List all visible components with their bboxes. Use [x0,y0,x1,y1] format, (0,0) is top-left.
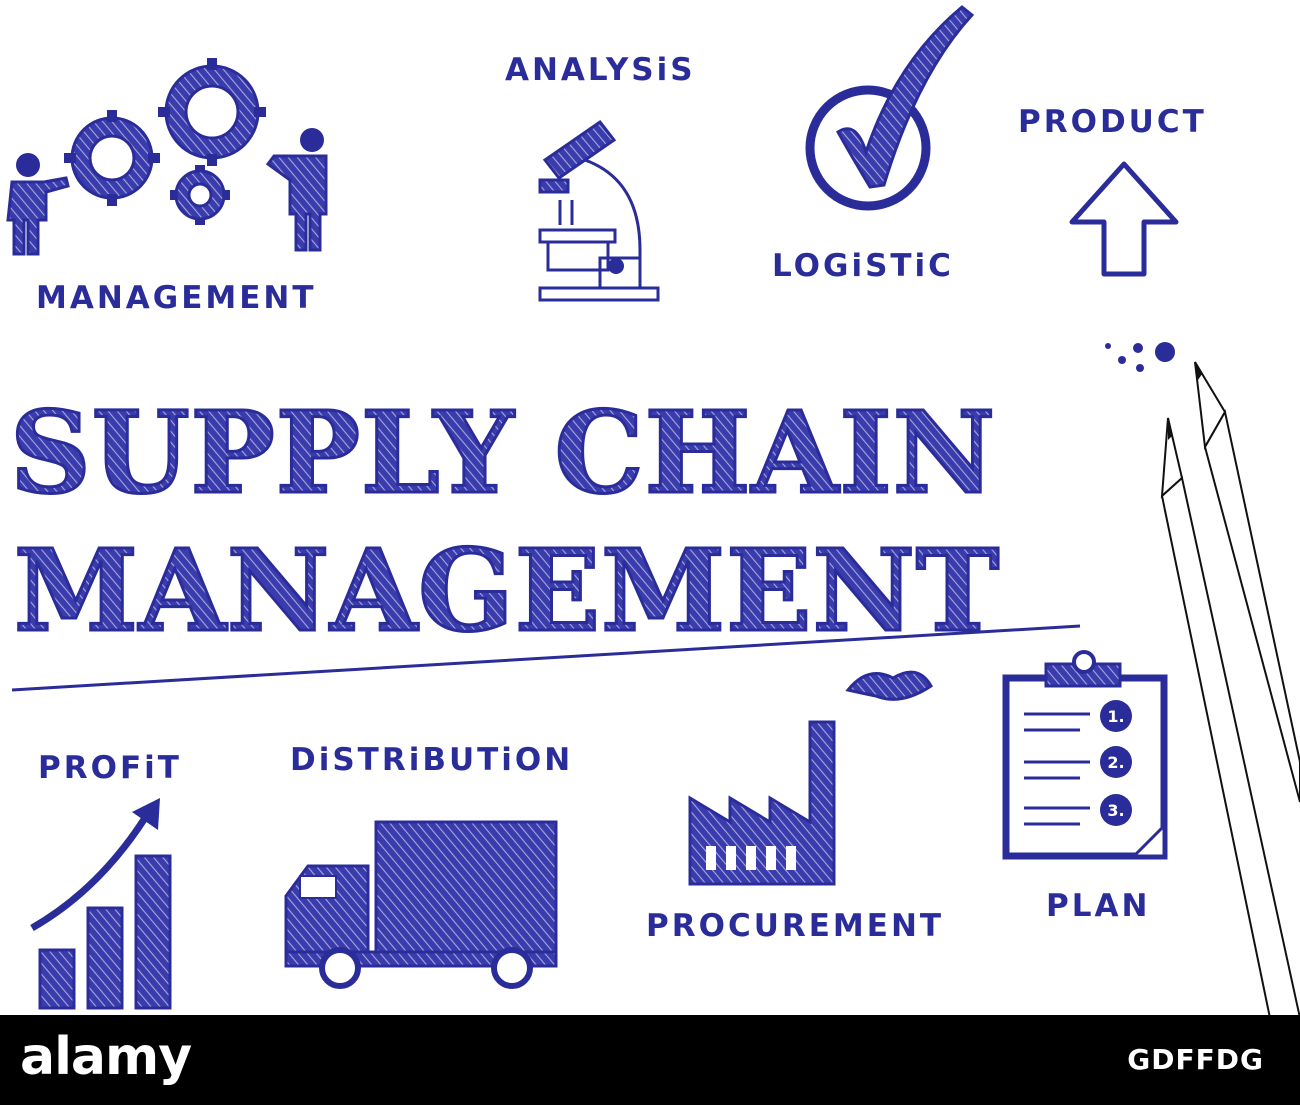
label-plan: PLAN [1046,888,1150,924]
checklist-item-2: 2. [1107,753,1124,772]
label-distribution: DiSTRiBUTiON [290,742,573,778]
image-code: GDFFDG [1127,1043,1264,1076]
title-line-1: SUPPLY CHAIN [10,388,996,519]
checklist-item-3: 3. [1107,801,1124,820]
factory-icon [688,670,933,886]
pencils-icon [1105,342,1300,1015]
label-logistic: LOGiSTiC [772,248,954,284]
up-arrow-icon [1069,161,1179,277]
label-product: PRODUCT [1018,104,1207,140]
label-management: MANAGEMENT [36,280,317,316]
growth-chart-icon [30,798,172,1010]
alamy-logo: alamy [20,1027,192,1087]
stock-footer-bar: alamy GDFFDG [0,1015,1300,1105]
delivery-truck-icon [284,820,558,989]
label-profit: PROFiT [38,750,182,786]
label-analysis: ANALYSiS [505,52,696,88]
gears-people-icon [6,58,328,256]
checklist-item-1: 1. [1107,707,1124,726]
title-line-2: MANAGEMENT [14,526,1000,657]
microscope-icon [538,119,660,302]
checkmark-circle-icon [805,5,975,211]
label-procurement: PROCUREMENT [646,908,944,944]
clipboard-checklist-icon: 1. 2. 3. [1002,650,1168,860]
supply-chain-illustration: MANAGEMENT ANALYSiS LOGiSTiC PRODUCT SUP… [6,5,1300,1015]
title-underline [11,624,1081,692]
